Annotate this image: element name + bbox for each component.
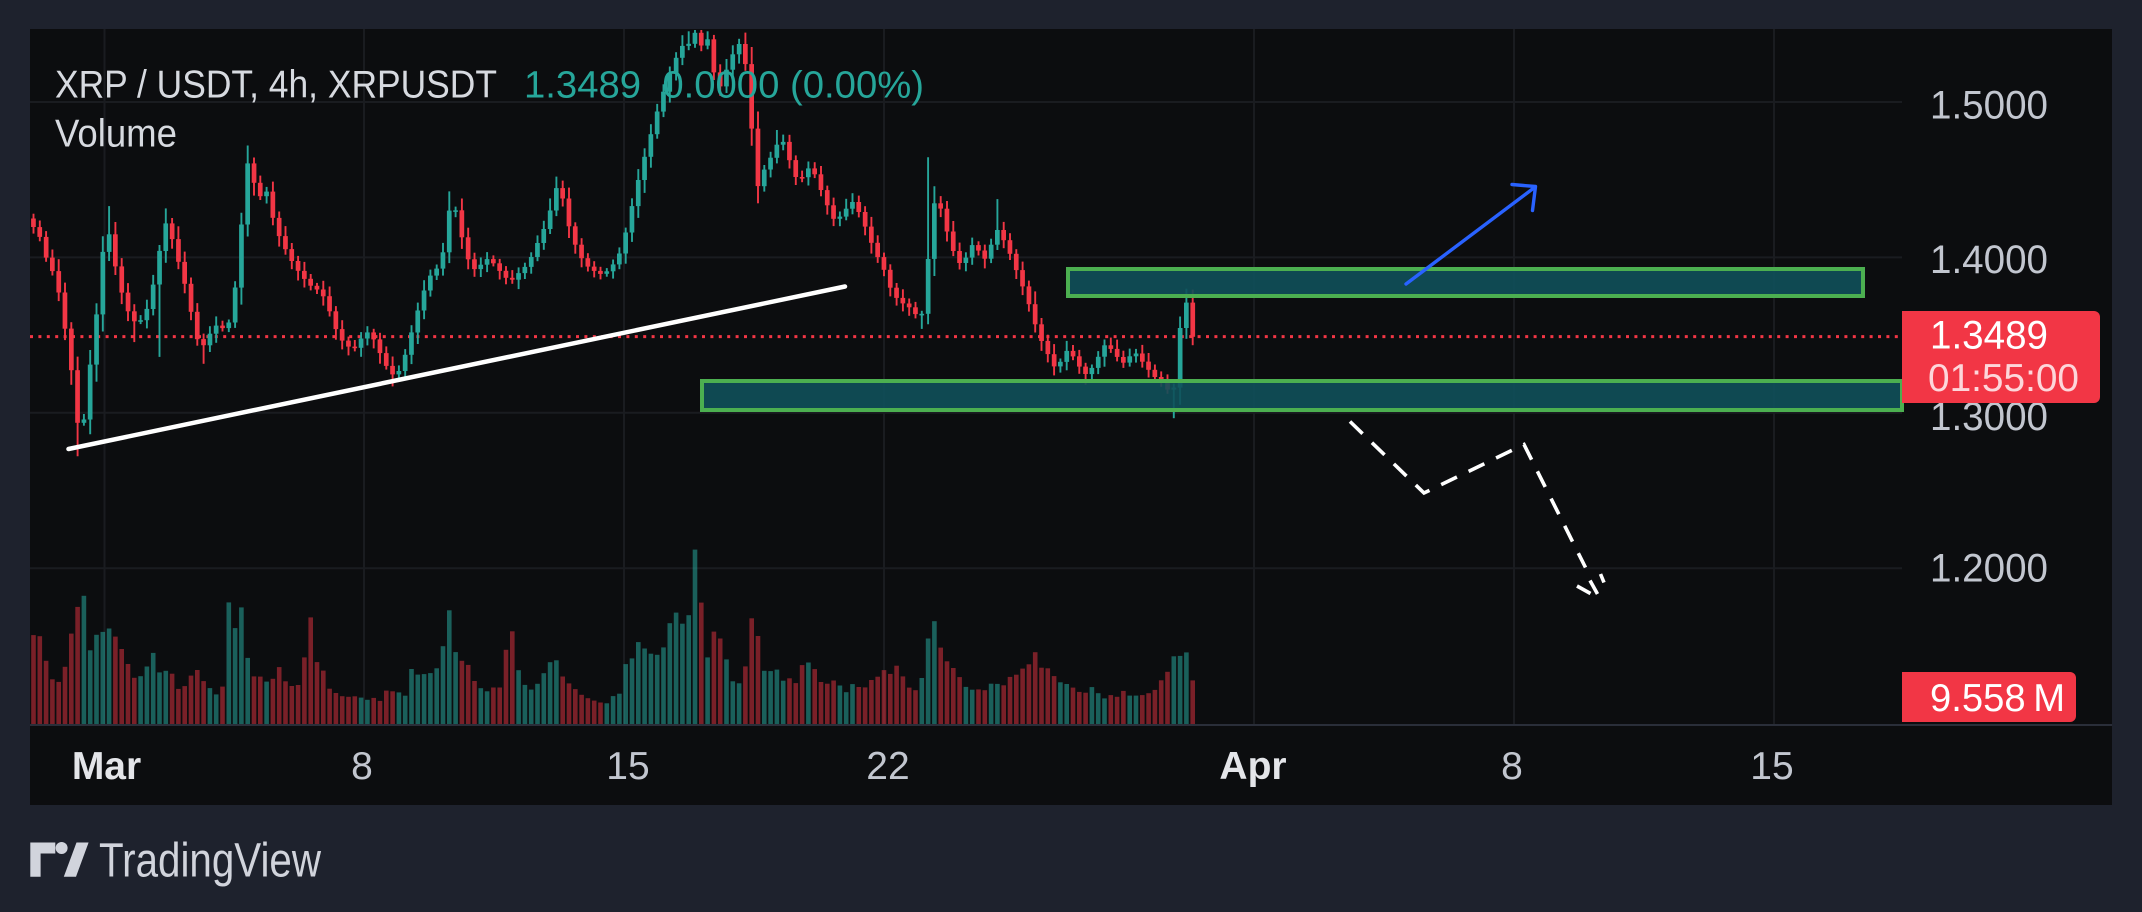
svg-text:15: 15 (1750, 745, 1793, 788)
svg-text:TradingView: TradingView (99, 835, 321, 888)
svg-text:1.3489: 1.3489 (1930, 313, 2048, 357)
svg-text:8: 8 (351, 745, 373, 788)
svg-text:Volume: Volume (55, 112, 177, 155)
svg-text:1.4000: 1.4000 (1930, 238, 2048, 282)
svg-text:8: 8 (1501, 745, 1523, 788)
svg-text:15: 15 (606, 745, 649, 788)
svg-text:XRP / USDT, 4h, XRPUSDT: XRP / USDT, 4h, XRPUSDT (55, 63, 497, 106)
svg-text:1.5000: 1.5000 (1930, 84, 2048, 128)
svg-text:9.558 M: 9.558 M (1930, 677, 2065, 720)
svg-text:22: 22 (866, 745, 909, 788)
svg-text:Mar: Mar (72, 745, 141, 788)
svg-text:1.2000: 1.2000 (1930, 547, 2048, 591)
svg-text:01:55:00: 01:55:00 (1928, 357, 2079, 400)
svg-text:Apr: Apr (1219, 745, 1286, 788)
svg-text:1.3489 0.0000 (0.00%): 1.3489 0.0000 (0.00%) (524, 64, 924, 106)
